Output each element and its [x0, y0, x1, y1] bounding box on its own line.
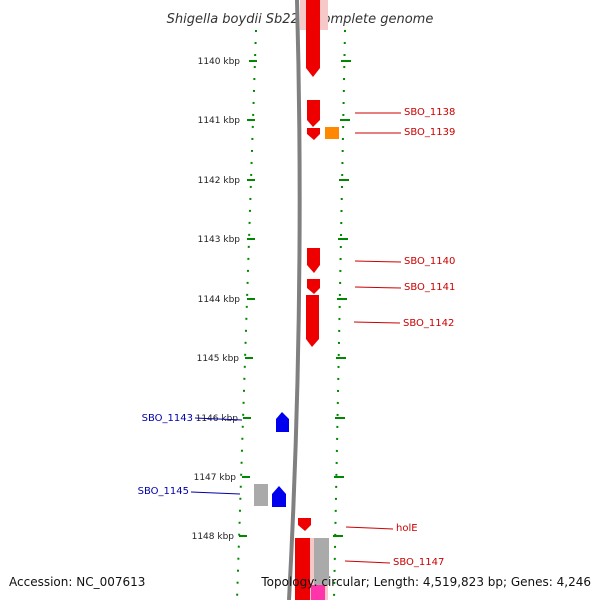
- right-tick-guide: [333, 29, 346, 600]
- tick-1144: 1144 kbp: [198, 295, 255, 305]
- tick-1141: 1141 kbp: [198, 116, 255, 126]
- axis-ticks: 1140 kbp 1141 kbp 1142 kbp 1143 kbp 1144…: [192, 57, 257, 542]
- gene-label-sbo-1141[interactable]: SBO_1141: [404, 282, 455, 293]
- gene-label-sbo-1140[interactable]: SBO_1140: [404, 256, 455, 267]
- gene-block-sbo-1147[interactable]: [314, 538, 329, 585]
- gene-arrow-top[interactable]: [306, 0, 320, 77]
- gene-arrow-sbo-1142[interactable]: [306, 295, 319, 347]
- gene-block-bottom-red[interactable]: [295, 538, 310, 600]
- tick-1145: 1145 kbp: [197, 354, 253, 364]
- genome-backbone: [287, 0, 302, 600]
- genome-summary-text: Topology: circular; Length: 4,519,823 bp…: [260, 575, 591, 589]
- tick-label: 1144 kbp: [198, 295, 241, 305]
- right-guide-marks: [333, 60, 351, 537]
- tick-1140: 1140 kbp: [198, 57, 257, 67]
- gene-label-sbo-1143[interactable]: SBO_1143: [142, 413, 193, 424]
- tick-1143: 1143 kbp: [198, 235, 255, 245]
- tick-1142: 1142 kbp: [198, 176, 255, 186]
- gene-block-gray-left[interactable]: [254, 484, 268, 506]
- gene-block-bottom-magenta[interactable]: [311, 585, 325, 600]
- accession-text: Accession: NC_007613: [9, 575, 145, 589]
- tick-label: 1142 kbp: [198, 176, 241, 186]
- gene-block-sbo-1139[interactable]: [325, 127, 339, 139]
- tick-label: 1143 kbp: [198, 235, 241, 245]
- tick-label: 1140 kbp: [198, 57, 241, 67]
- gene-arrow-sbo-1143[interactable]: [276, 412, 289, 432]
- gene-arrow-sbo-1139-part[interactable]: [307, 128, 320, 140]
- tick-label: 1148 kbp: [192, 532, 235, 542]
- gene-arrow-sbo-1140[interactable]: [307, 248, 320, 273]
- gene-labels: SBO_1138 SBO_1139 SBO_1140 SBO_1141 SBO_…: [138, 107, 456, 568]
- gene-arrow-sbo-1141[interactable]: [307, 279, 320, 294]
- gene-arrow-sbo-1138[interactable]: [307, 100, 320, 127]
- tick-1147: 1147 kbp: [194, 473, 250, 483]
- tick-label: 1141 kbp: [198, 116, 241, 126]
- tick-label: 1147 kbp: [194, 473, 237, 483]
- gene-label-sbo-1147[interactable]: SBO_1147: [393, 557, 444, 568]
- gray-genes: [254, 484, 329, 585]
- tick-label: 1145 kbp: [197, 354, 240, 364]
- forward-genes: [295, 0, 325, 600]
- tick-1148: 1148 kbp: [192, 532, 247, 542]
- gene-label-sbo-1138[interactable]: SBO_1138: [404, 107, 455, 118]
- gene-label-hole[interactable]: holE: [396, 523, 418, 534]
- label-leaders: [190, 112, 402, 564]
- gene-arrow-sbo-1145[interactable]: [272, 486, 286, 507]
- gene-label-sbo-1142[interactable]: SBO_1142: [403, 318, 454, 329]
- reverse-genes: [272, 412, 289, 507]
- gene-label-sbo-1145[interactable]: SBO_1145: [138, 486, 189, 497]
- gene-arrow-hole[interactable]: [298, 518, 311, 531]
- gene-label-sbo-1139[interactable]: SBO_1139: [404, 127, 455, 138]
